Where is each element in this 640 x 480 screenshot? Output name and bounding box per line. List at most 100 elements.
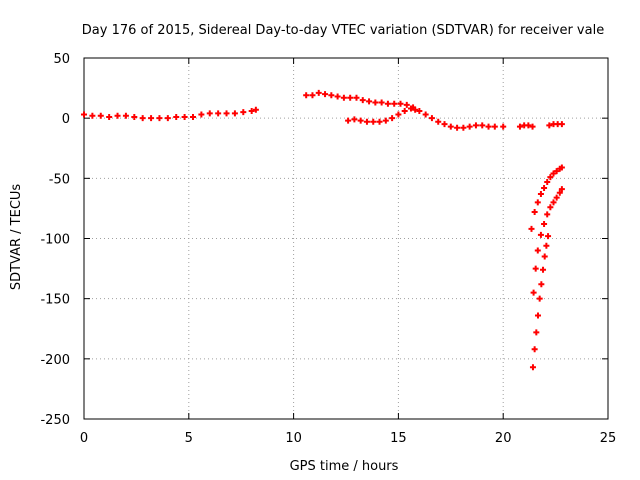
data-point — [460, 124, 467, 131]
data-point — [131, 113, 138, 120]
data-point — [525, 122, 532, 129]
data-point — [376, 118, 383, 125]
data-point — [231, 110, 238, 117]
data-point — [530, 289, 537, 296]
data-point — [441, 121, 448, 128]
data-points — [81, 89, 565, 371]
data-point — [322, 91, 329, 98]
y-tick-label: -50 — [49, 172, 70, 187]
data-point — [181, 113, 188, 120]
data-point — [357, 117, 364, 124]
data-point — [363, 118, 370, 125]
data-point — [541, 184, 548, 191]
plot-frame — [83, 57, 609, 420]
data-point — [466, 123, 473, 130]
data-point — [558, 164, 565, 171]
x-tick-label: 20 — [495, 431, 512, 446]
data-point — [122, 112, 129, 119]
data-point — [546, 122, 553, 129]
data-point — [422, 111, 429, 118]
data-point — [334, 93, 341, 100]
data-point — [529, 123, 536, 130]
data-point — [328, 92, 335, 99]
data-point — [534, 312, 541, 319]
data-point — [479, 122, 486, 129]
data-point — [537, 190, 544, 197]
data-point — [189, 113, 196, 120]
data-point — [544, 178, 551, 185]
data-point — [303, 92, 310, 99]
data-point — [156, 115, 163, 122]
data-point — [558, 121, 565, 128]
data-point — [547, 204, 554, 211]
data-point — [347, 94, 354, 101]
data-point — [315, 89, 322, 96]
data-point — [536, 295, 543, 302]
data-point — [531, 209, 538, 216]
data-point — [366, 98, 373, 105]
data-point — [378, 99, 385, 106]
axis-ticks: 0 5 10 15 20 25 50 0 -50 -100 -150 -200 -250 — [40, 52, 616, 446]
y-tick-label: -200 — [40, 353, 70, 368]
data-point — [447, 123, 454, 130]
data-point — [412, 106, 419, 113]
data-point — [485, 123, 492, 130]
y-tick-label: -100 — [40, 233, 70, 248]
data-point — [384, 100, 391, 107]
data-point — [500, 123, 507, 130]
x-tick-label: 15 — [390, 431, 407, 446]
data-point — [454, 124, 461, 131]
data-point — [353, 94, 360, 101]
data-point — [382, 117, 389, 124]
data-point — [223, 110, 230, 117]
data-point — [164, 115, 171, 122]
data-point — [351, 116, 358, 123]
data-point — [533, 329, 540, 336]
data-point — [553, 194, 560, 201]
data-point — [556, 189, 563, 196]
y-tick-label: 0 — [62, 112, 70, 127]
data-point — [538, 281, 545, 288]
x-tick-label: 10 — [285, 431, 302, 446]
data-point — [401, 107, 408, 114]
data-point — [309, 92, 316, 99]
data-point — [416, 107, 423, 114]
data-point — [395, 111, 402, 118]
data-point — [529, 364, 536, 371]
data-point — [240, 109, 247, 116]
data-point — [389, 115, 396, 122]
data-point — [97, 112, 104, 119]
grid — [84, 58, 608, 419]
data-point — [435, 118, 442, 125]
data-point — [397, 100, 404, 107]
data-point — [541, 253, 548, 260]
data-point — [428, 115, 435, 122]
data-point — [340, 94, 347, 101]
data-point — [528, 225, 535, 232]
data-point — [491, 123, 498, 130]
data-point — [215, 110, 222, 117]
x-tick-label: 5 — [185, 431, 193, 446]
chart-title: Day 176 of 2015, Sidereal Day-to-day VTE… — [82, 23, 604, 38]
data-point — [532, 265, 539, 272]
data-point — [81, 111, 87, 118]
data-point — [370, 118, 377, 125]
x-axis-label: GPS time / hours — [290, 459, 399, 474]
data-point — [544, 211, 551, 218]
data-point — [403, 101, 410, 108]
data-point — [391, 100, 398, 107]
data-point — [558, 186, 565, 193]
data-point — [114, 112, 121, 119]
data-point — [206, 110, 213, 117]
data-point — [407, 105, 414, 112]
data-point — [534, 247, 541, 254]
data-point — [550, 199, 557, 206]
data-point — [139, 115, 146, 122]
data-point — [252, 106, 259, 113]
data-point — [472, 122, 479, 129]
y-tick-label: -250 — [40, 413, 70, 428]
data-point — [531, 346, 538, 353]
data-point — [198, 111, 205, 118]
y-tick-label: 50 — [53, 52, 70, 67]
